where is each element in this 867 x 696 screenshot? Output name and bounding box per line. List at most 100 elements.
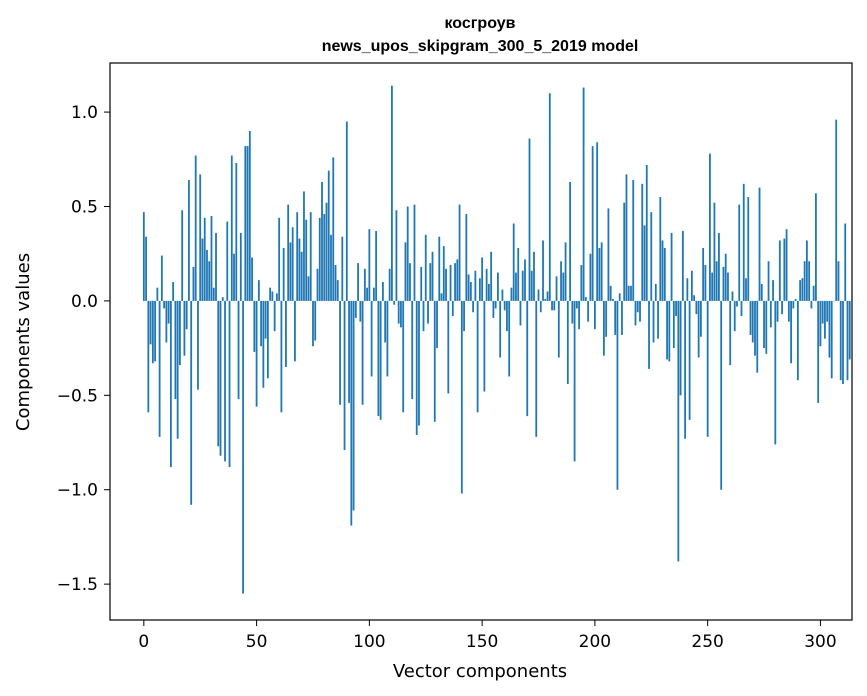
bar-282 xyxy=(778,240,781,301)
x-tick-label: 250 xyxy=(691,632,723,652)
bar-218 xyxy=(634,300,637,326)
bar-110 xyxy=(391,85,393,301)
bar-68 xyxy=(296,212,299,301)
bar-20 xyxy=(188,180,190,301)
bar-238 xyxy=(679,300,682,396)
bar-25 xyxy=(199,174,202,301)
bar-139 xyxy=(456,259,459,301)
bar-33 xyxy=(217,300,220,447)
bar-47 xyxy=(248,130,251,301)
bar-86 xyxy=(336,280,339,301)
bar-75 xyxy=(312,300,314,347)
bar-41 xyxy=(235,163,238,301)
bar-12 xyxy=(169,300,172,468)
bar-228 xyxy=(657,300,659,339)
bar-15 xyxy=(176,300,179,439)
bar-108 xyxy=(386,300,389,377)
bar-116 xyxy=(404,242,407,301)
bar-229 xyxy=(659,197,662,301)
bar-39 xyxy=(230,155,233,301)
bar-55 xyxy=(266,300,269,379)
bar-144 xyxy=(467,274,470,301)
bar-239 xyxy=(681,231,684,301)
bar-56 xyxy=(269,287,272,301)
bar-48 xyxy=(251,257,253,301)
bar-251 xyxy=(709,153,711,301)
bar-288 xyxy=(792,300,795,309)
bar-140 xyxy=(458,204,461,301)
bar-195 xyxy=(582,87,585,301)
bar-59 xyxy=(275,293,278,301)
bar-130 xyxy=(436,300,438,349)
bar-234 xyxy=(670,232,673,301)
bar-235 xyxy=(672,300,675,349)
bar-260 xyxy=(729,300,732,366)
bar-132 xyxy=(440,293,443,301)
bar-233 xyxy=(668,300,671,362)
bar-4 xyxy=(151,300,154,364)
bar-214 xyxy=(625,174,628,301)
x-tick-label: 300 xyxy=(804,632,836,652)
bar-257 xyxy=(722,266,725,301)
bar-99 xyxy=(366,287,368,301)
bar-137 xyxy=(451,300,454,317)
bar-77 xyxy=(316,268,319,301)
y-tick-label: 1.0 xyxy=(71,103,98,123)
y-axis-ticks: −1.5 −1.0 −0.5 0.0 0.5 1.0 xyxy=(57,103,110,595)
bar-138 xyxy=(454,263,456,301)
bar-94 xyxy=(354,300,357,318)
bar-66 xyxy=(291,227,294,301)
bar-136 xyxy=(449,265,452,301)
bar-44 xyxy=(242,300,244,594)
x-tick-label: 150 xyxy=(466,632,498,652)
bar-181 xyxy=(551,300,553,311)
bar-172 xyxy=(530,270,533,301)
bar-158 xyxy=(499,300,502,358)
bar-269 xyxy=(749,300,752,335)
bar-200 xyxy=(593,300,596,330)
bar-9 xyxy=(163,300,166,309)
bar-80 xyxy=(323,214,326,301)
bar-208 xyxy=(612,299,614,301)
bar-245 xyxy=(695,300,698,315)
bar-196 xyxy=(584,297,587,301)
bar-28 xyxy=(206,249,208,301)
bar-10 xyxy=(165,300,168,343)
bar-159 xyxy=(501,289,504,301)
bar-111 xyxy=(393,300,396,305)
bar-168 xyxy=(521,270,524,301)
bar-184 xyxy=(557,300,560,358)
bar-23 xyxy=(194,155,197,301)
bar-119 xyxy=(411,300,414,400)
bar-252 xyxy=(711,272,714,301)
bar-70 xyxy=(300,251,303,301)
bar-104 xyxy=(377,300,380,417)
bar-243 xyxy=(690,270,693,301)
bar-42 xyxy=(237,300,240,400)
y-tick-label: 0.0 xyxy=(71,292,98,312)
bar-62 xyxy=(282,248,285,301)
bar-211 xyxy=(618,293,621,301)
bar-283 xyxy=(781,300,783,315)
bar-79 xyxy=(321,181,323,301)
bar-64 xyxy=(287,204,290,301)
bar-58 xyxy=(273,300,276,332)
bar-7 xyxy=(158,300,161,437)
bar-153 xyxy=(487,283,490,301)
bar-189 xyxy=(569,181,571,301)
bar-61 xyxy=(280,300,283,413)
x-tick-label: 100 xyxy=(353,632,385,652)
bar-147 xyxy=(474,270,477,301)
bar-203 xyxy=(600,242,603,301)
bar-303 xyxy=(826,300,829,322)
bar-6 xyxy=(156,287,159,301)
bar-212 xyxy=(621,300,623,335)
bar-174 xyxy=(535,300,538,437)
y-tick-label: −1.5 xyxy=(57,575,98,595)
bar-106 xyxy=(381,282,384,301)
bar-281 xyxy=(776,300,779,322)
bar-65 xyxy=(289,242,292,301)
bar-73 xyxy=(307,276,310,301)
bar-242 xyxy=(688,300,691,420)
bar-93 xyxy=(352,300,355,511)
